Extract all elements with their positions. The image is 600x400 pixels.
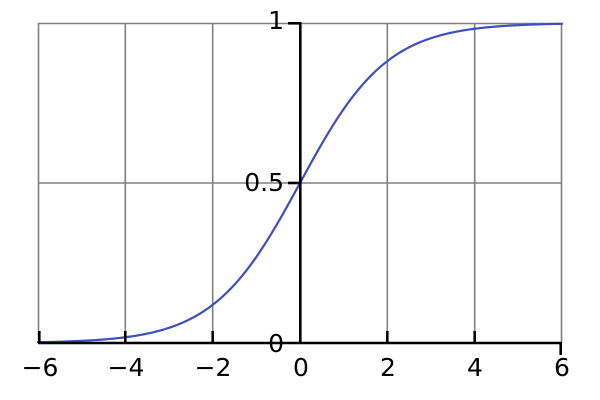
- y-tick-label-0.5: 0.5: [244, 168, 284, 197]
- y-tick-label-1: 1: [268, 6, 284, 35]
- y-tick-label-0: 0: [268, 329, 284, 358]
- x-tick-label-0: 0: [293, 353, 309, 382]
- y-axis: [288, 21, 302, 343]
- x-tick-label--6: −6: [21, 353, 59, 382]
- x-tick-label--2: −2: [194, 353, 232, 382]
- x-tick-label-2: 2: [380, 353, 396, 382]
- x-tick-label-6: 6: [554, 353, 570, 382]
- x-tick-label--4: −4: [107, 353, 145, 382]
- x-tick-label-4: 4: [467, 353, 483, 382]
